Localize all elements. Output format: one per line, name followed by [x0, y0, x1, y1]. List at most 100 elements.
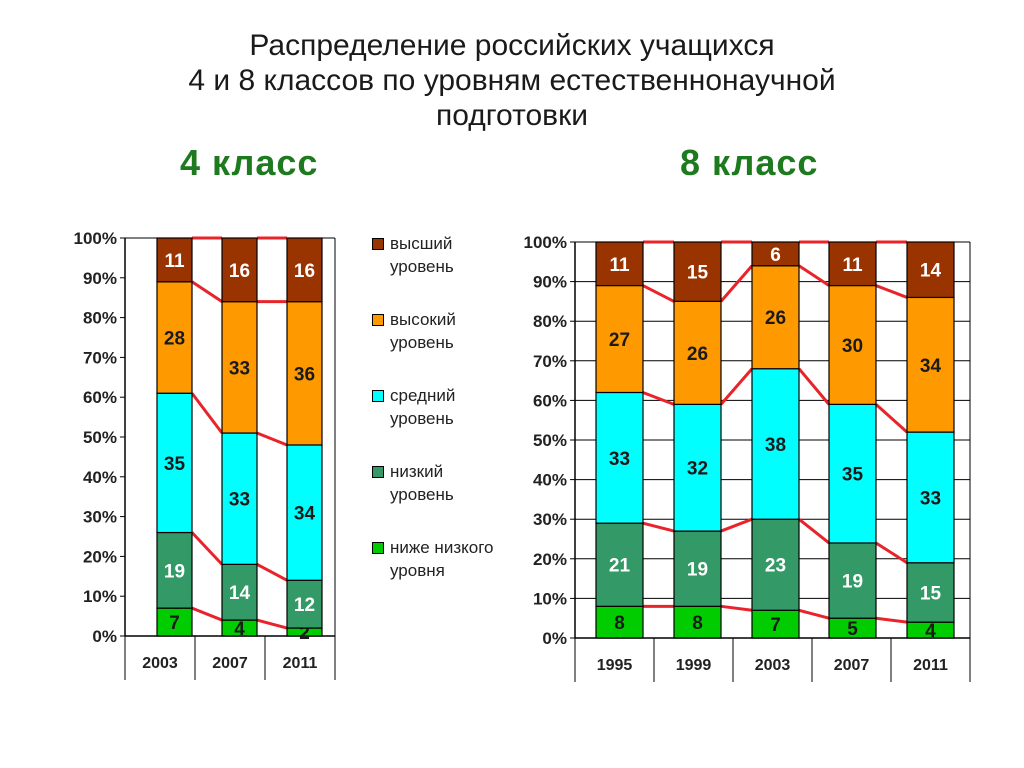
bar-segment	[828, 542, 877, 619]
connector-line	[797, 367, 831, 406]
connector-line	[256, 618, 288, 630]
x-tick-label: 2003	[142, 655, 178, 672]
bar-segment	[673, 403, 722, 532]
y-tick-label: 50%	[533, 431, 567, 450]
y-tick-label: 20%	[83, 547, 117, 566]
bar-segment	[286, 301, 323, 446]
data-label: 16	[294, 261, 315, 282]
y-tick-label: 90%	[83, 269, 117, 288]
legend-swatch-below-low	[372, 542, 384, 554]
x-tick-label: 2003	[755, 657, 791, 674]
data-label: 8	[614, 613, 625, 634]
data-label: 19	[842, 572, 863, 593]
data-label: 34	[920, 356, 942, 377]
data-label: 36	[294, 364, 315, 385]
bar-segment	[595, 241, 644, 287]
title-line-1: Распределение российских учащихся	[249, 29, 775, 62]
connector-line	[875, 284, 908, 299]
x-tick-label: 2011	[913, 657, 948, 674]
legend-swatch-low	[372, 466, 384, 478]
connector-line	[875, 541, 908, 565]
x-tick-label: 1999	[676, 657, 712, 674]
bar-segment	[906, 296, 955, 433]
y-tick-label: 10%	[83, 587, 117, 606]
legend-label-low: низкий уровень	[390, 462, 454, 504]
x-tick-label: 2007	[212, 655, 248, 672]
legend-label-medium: средний уровень	[390, 386, 456, 428]
bar-segment	[221, 563, 258, 621]
connector-line	[642, 391, 675, 406]
data-label: 4	[234, 619, 245, 640]
y-tick-label: 40%	[83, 468, 117, 487]
connector-line	[190, 392, 224, 434]
data-label: 19	[164, 561, 185, 582]
data-label: 23	[765, 556, 786, 577]
connector-line	[875, 403, 908, 434]
grade-8-title: 8 класс	[680, 142, 819, 183]
chart-grade-8: 0% 10% 20% 30% 40% 50% 60% 70% 80% 90% 100% 1995 199…	[524, 233, 971, 682]
title-line-3: подготовки	[436, 99, 588, 132]
bar-segment	[286, 444, 323, 581]
connector-line	[642, 284, 675, 303]
y-tick-label: 0%	[92, 627, 117, 646]
connector-line	[191, 280, 223, 303]
y-tick-label: 60%	[83, 388, 117, 407]
bar-segment	[906, 562, 955, 623]
bar-segment	[906, 241, 955, 299]
data-label: 7	[770, 615, 781, 636]
y-tick-label: 100%	[74, 229, 117, 248]
y-tick-label: 70%	[533, 352, 567, 371]
x-tick-label: 2007	[834, 657, 870, 674]
data-label: 26	[765, 308, 786, 329]
data-label: 19	[687, 560, 708, 581]
data-label: 34	[294, 504, 316, 525]
data-label: 8	[692, 613, 703, 634]
page-title: Распределение российских учащихся 4 и 8 …	[0, 28, 1024, 133]
bar-segment	[673, 530, 722, 607]
bar-segment	[595, 391, 644, 524]
bar-segment	[156, 392, 193, 534]
bar-segment	[221, 301, 258, 434]
bar-segment	[751, 609, 800, 639]
legend-label-below-low: ниже низкого уровня	[390, 538, 494, 580]
bar-segment	[751, 265, 800, 370]
bar-segment	[286, 579, 323, 629]
data-label: 4	[925, 621, 936, 642]
data-label: 35	[842, 465, 864, 486]
connector-line	[191, 606, 223, 622]
bar-segment	[906, 431, 955, 564]
bar-segment	[156, 531, 193, 609]
data-label: 16	[229, 261, 250, 282]
connector-line	[256, 563, 288, 582]
bar-segment	[673, 241, 722, 303]
connector-line	[719, 264, 754, 303]
legend-label-highest: высший уровень	[390, 234, 454, 276]
data-label: 35	[164, 454, 186, 475]
y-tick-label: 80%	[533, 312, 567, 331]
bar-segment	[828, 403, 877, 544]
bar-segment	[156, 237, 193, 283]
data-label: 33	[920, 488, 941, 509]
bar-segment	[828, 241, 877, 287]
data-label: 30	[842, 336, 863, 357]
data-label: 7	[169, 613, 180, 634]
y-tick-label: 70%	[83, 348, 117, 367]
connector-line	[190, 531, 224, 566]
connector-line	[720, 604, 753, 612]
y-tick-label: 20%	[533, 550, 567, 569]
data-label: 27	[609, 330, 630, 351]
y-tick-label: 30%	[83, 508, 117, 527]
data-label: 11	[842, 255, 863, 276]
data-label: 38	[765, 435, 786, 456]
x-tick-label: 2011	[283, 655, 318, 672]
data-label: 6	[770, 245, 781, 266]
data-label: 33	[229, 358, 250, 379]
legend-swatch-high	[372, 314, 384, 326]
bar-segment	[751, 368, 800, 520]
y-tick-label: 30%	[533, 510, 567, 529]
data-label: 21	[609, 556, 631, 577]
bar-segment	[828, 284, 877, 405]
connector-line	[256, 431, 288, 447]
connector-line	[798, 518, 830, 545]
bar-segment	[751, 241, 800, 267]
